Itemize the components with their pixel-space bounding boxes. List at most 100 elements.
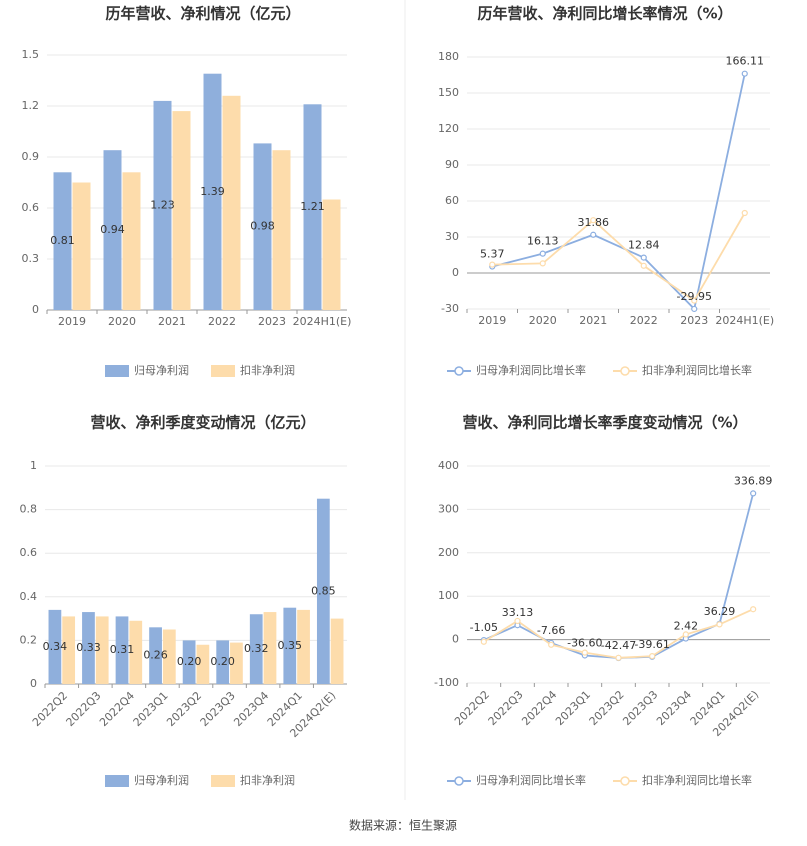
value-label: 1.39 xyxy=(200,185,225,198)
value-label: 0.34 xyxy=(43,640,68,653)
y-tick-label: 0 xyxy=(32,303,39,316)
bar xyxy=(263,612,277,684)
value-label: 5.37 xyxy=(480,248,505,261)
bar xyxy=(196,644,210,684)
bar xyxy=(122,172,141,310)
value-label: 0.94 xyxy=(100,223,125,236)
point xyxy=(716,621,723,628)
bar xyxy=(316,498,330,684)
point xyxy=(691,305,698,313)
x-tick-label: 2023 xyxy=(680,314,708,327)
y-tick-label: 1.2 xyxy=(22,99,40,112)
y-tick-label: 200 xyxy=(438,546,459,559)
x-tick-label: 2023Q2 xyxy=(164,689,204,729)
value-label: 0.81 xyxy=(50,234,75,247)
point xyxy=(741,209,748,217)
legend-marker xyxy=(620,366,630,376)
x-tick-label: 2021 xyxy=(158,315,186,328)
bar xyxy=(129,620,143,684)
value-label: 36.29 xyxy=(704,605,736,618)
value-label: 336.89 xyxy=(734,474,773,487)
bar xyxy=(82,612,95,684)
x-tick-label: 2023Q4 xyxy=(231,689,271,729)
x-tick-label: 2020 xyxy=(529,314,557,327)
x-tick-label: 2024H1(E) xyxy=(715,314,774,327)
point xyxy=(539,250,546,257)
bar xyxy=(283,607,297,684)
x-tick-label: 2022 xyxy=(630,314,658,327)
bar xyxy=(330,618,344,684)
source: 数据来源：恒生聚源 xyxy=(349,818,457,833)
y-tick-label: 0.8 xyxy=(20,503,38,516)
value-label: 31.86 xyxy=(578,216,610,229)
value-label: 0.31 xyxy=(110,643,135,656)
value-label: 0.33 xyxy=(76,641,101,654)
x-tick-label: 2022Q3 xyxy=(64,689,104,729)
legend-label: 扣非净利润同比增长率 xyxy=(642,363,752,377)
y-tick-label: 1 xyxy=(30,459,37,472)
bar xyxy=(48,609,62,684)
point xyxy=(489,261,496,268)
x-tick-label: 2023Q3 xyxy=(620,688,660,728)
legend-swatch xyxy=(105,365,129,377)
y-tick-label: 120 xyxy=(438,122,459,135)
x-tick-label: 2023Q3 xyxy=(198,689,238,729)
legend-label: 归母净利润同比增长率 xyxy=(476,363,586,377)
x-tick-label: 2023 xyxy=(258,315,286,328)
point xyxy=(480,638,487,645)
value-label: 33.13 xyxy=(502,606,534,619)
value-label: -29.95 xyxy=(677,290,712,303)
value-label: 166.11 xyxy=(726,55,765,68)
value-label: -39.61 xyxy=(634,638,669,651)
y-tick-label: 150 xyxy=(438,86,459,99)
legend-label: 扣非净利润 xyxy=(240,773,295,787)
chart-title: 营收、净利同比增长率季度变动情况（%） xyxy=(462,414,747,432)
legend-marker xyxy=(454,776,464,786)
x-tick-label: 2022Q3 xyxy=(486,688,526,728)
value-label: 12.84 xyxy=(628,239,660,252)
point xyxy=(548,641,555,648)
legend-swatch xyxy=(211,775,235,787)
x-tick-label: 2019 xyxy=(478,314,506,327)
y-tick-label: 0.6 xyxy=(22,201,40,214)
bar xyxy=(203,73,222,310)
legend-swatch xyxy=(105,775,129,787)
x-tick-label: 2022Q2 xyxy=(452,688,492,728)
point xyxy=(649,652,656,660)
line xyxy=(492,212,746,302)
value-label: 0.85 xyxy=(311,584,336,597)
line xyxy=(492,73,746,311)
legend-swatch xyxy=(211,365,235,377)
x-tick-label: 2022Q2 xyxy=(30,689,70,729)
point xyxy=(590,217,597,224)
x-tick-label: 2023Q2 xyxy=(587,688,627,728)
value-label: 0.20 xyxy=(177,655,202,668)
y-tick-label: 0.6 xyxy=(20,546,38,559)
point xyxy=(581,649,588,656)
value-label: 16.13 xyxy=(527,235,559,248)
point xyxy=(615,654,622,661)
value-label: 0.98 xyxy=(250,220,275,233)
bar xyxy=(182,640,196,684)
bar xyxy=(322,199,341,310)
y-tick-label: 1.5 xyxy=(22,48,40,61)
line xyxy=(483,493,755,659)
x-tick-label: 2021 xyxy=(579,314,607,327)
x-tick-label: 2023Q4 xyxy=(654,688,694,728)
y-tick-label: 90 xyxy=(445,158,459,171)
x-tick-label: 2024H1(E) xyxy=(293,315,352,328)
point xyxy=(750,606,757,613)
chart-title: 历年营收、净利同比增长率情况（%） xyxy=(477,5,732,23)
x-tick-label: 2023Q1 xyxy=(553,688,593,728)
bar xyxy=(162,629,176,684)
bar xyxy=(153,100,172,311)
chart-title: 历年营收、净利情况（亿元） xyxy=(105,5,300,23)
value-label: -42.47 xyxy=(601,639,636,652)
y-tick-label: -100 xyxy=(434,676,459,689)
bar xyxy=(95,616,109,684)
bar xyxy=(53,172,72,310)
y-tick-label: 400 xyxy=(438,459,459,472)
bar xyxy=(216,640,230,684)
y-tick-label: 0 xyxy=(30,677,37,690)
